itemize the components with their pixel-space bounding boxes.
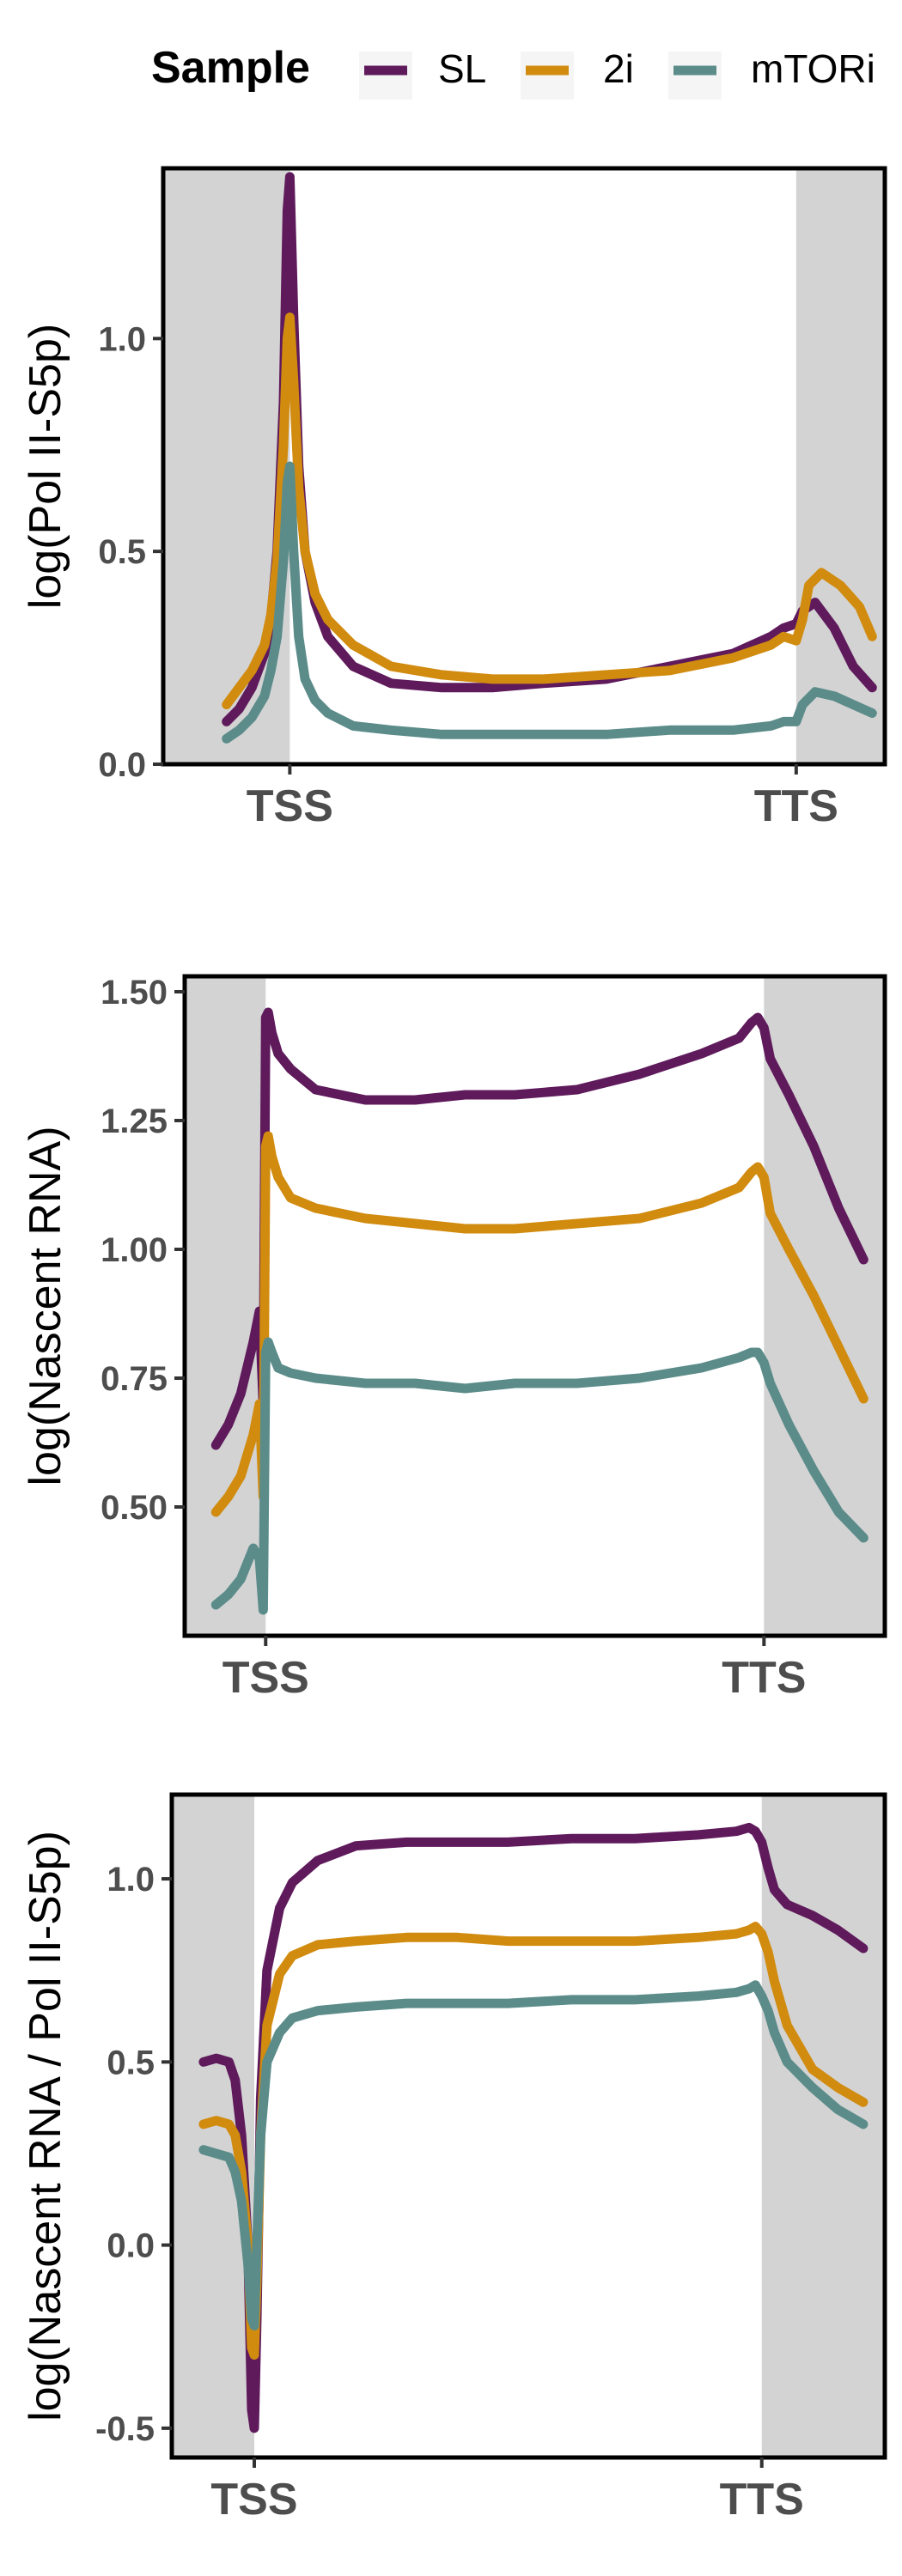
x-tick-label-tss: TSS [222, 1653, 309, 1703]
series-line-mtori [210, 1337, 868, 1615]
legend-entry-2i: 2i [521, 46, 634, 100]
y-axis-title: log(Pol II-S5p) [21, 324, 70, 609]
series-line-2i [222, 313, 877, 710]
series-line-mtori [222, 461, 877, 744]
y-tick-label: 1.25 [101, 1103, 168, 1140]
legend-entry-mtori: mTORi [668, 46, 875, 100]
chart-legend: Sample SL 2i mTORi [151, 43, 875, 100]
legend-key-2i [521, 52, 574, 100]
chart-panel-ratio: -0.5 0.0 0.5 1.0 TSS TTS log(Nascent RNA / Pol… [21, 1792, 887, 2524]
legend-entry-sl: SL [359, 46, 486, 100]
x-tick-label-tss: TSS [210, 2475, 297, 2524]
chart-panel-pol2: 0.0 0.5 1.0 TSS TTS log(Pol II-S5p) [21, 166, 887, 831]
plot-border [161, 166, 887, 767]
x-tick-label-tts: TTS [720, 2475, 804, 2524]
y-tick-label: 1.0 [107, 1861, 155, 1899]
chart-panel-nascent-rna: 0.50 0.75 1.00 1.25 1.50 TSS TTS log(Nascent RN… [21, 974, 887, 1703]
series-line-mtori [198, 1980, 868, 2330]
x-tick-label-tss: TSS [247, 781, 333, 831]
y-tick-label: 1.00 [101, 1231, 168, 1269]
y-axis-title: log(Nascent RNA) [21, 1126, 70, 1485]
y-tick-label: 0.0 [107, 2227, 155, 2265]
y-tick-label: 0.0 [98, 746, 146, 784]
legend-label-mtori: mTORi [751, 46, 875, 91]
legend-key-mtori [668, 52, 722, 100]
legend-title: Sample [151, 43, 310, 93]
shaded-region-downstream [795, 168, 885, 764]
legend-label-sl: SL [438, 46, 486, 91]
plot-border [182, 974, 887, 1638]
y-tick-label: 0.5 [98, 533, 146, 571]
y-tick-label: 0.75 [101, 1360, 168, 1398]
shaded-region-upstream [185, 976, 266, 1636]
y-tick-label: 0.5 [107, 2044, 155, 2081]
x-tick-label-tts: TTS [722, 1653, 806, 1703]
y-tick-label: 0.50 [101, 1489, 168, 1527]
y-tick-label: 1.50 [101, 974, 168, 1012]
y-tick-label: 1.0 [98, 320, 146, 358]
y-tick-label: -0.5 [95, 2410, 155, 2448]
legend-label-2i: 2i [603, 46, 634, 91]
legend-key-sl [359, 52, 412, 100]
plot-border [169, 1792, 887, 2460]
y-axis-title: log(Nascent RNA / Pol II-S5p) [21, 1831, 70, 2421]
x-tick-label-tts: TTS [754, 781, 838, 831]
